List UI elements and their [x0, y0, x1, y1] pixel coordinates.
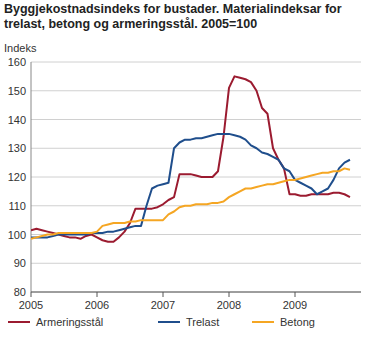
y-axis — [31, 62, 32, 292]
title: Byggjekostnadsindeks for bustader. Mater… — [4, 2, 366, 32]
y-tick-label: 120 — [8, 171, 26, 183]
x-tick — [295, 292, 296, 297]
x-tick — [163, 292, 164, 297]
x-tick — [31, 292, 32, 297]
x-tick-label: 2006 — [85, 299, 109, 311]
series-line — [31, 168, 350, 238]
y-tick-label: 160 — [8, 56, 26, 68]
series-line — [31, 134, 350, 238]
legend-swatch — [252, 321, 274, 323]
x-tick — [229, 292, 230, 297]
grid-line — [31, 148, 361, 149]
grid-line — [31, 62, 361, 63]
grid-line — [31, 292, 361, 293]
legend-label: Armeringsstål — [36, 316, 103, 328]
legend-swatch — [8, 321, 30, 323]
x-tick-label: 2009 — [283, 299, 307, 311]
y-tick-label: 100 — [8, 229, 26, 241]
x-tick — [97, 292, 98, 297]
grid-line — [31, 90, 361, 91]
x-axis — [31, 292, 361, 293]
x-tick-label: 2008 — [217, 299, 241, 311]
series-line — [31, 76, 350, 241]
chart: Indeks 80 90 100 110 120 130 140 150 160 2005 2006 2… — [0, 0, 369, 340]
y-tick-label: 150 — [8, 85, 26, 97]
legend-label: Betong — [280, 316, 315, 328]
grid-line — [31, 177, 361, 178]
x-tick-label: 2005 — [19, 299, 43, 311]
legend-swatch — [158, 321, 180, 323]
grid-line — [31, 263, 361, 264]
y-tick-label: 130 — [8, 142, 26, 154]
grid-line — [31, 205, 361, 206]
y-tick-label: 80 — [14, 286, 26, 298]
grid-line — [31, 119, 361, 120]
y-tick-label: 110 — [8, 200, 26, 212]
plot-area — [31, 76, 350, 241]
y-tick-label: 140 — [8, 114, 26, 126]
y-tick-label: 90 — [14, 257, 26, 269]
x-tick-label: 2007 — [151, 299, 175, 311]
legend-label: Trelast — [186, 316, 219, 328]
y-label: Indeks — [4, 42, 37, 54]
